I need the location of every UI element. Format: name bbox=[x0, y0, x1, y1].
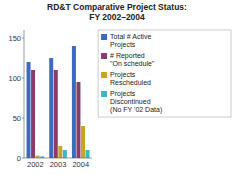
bar bbox=[49, 58, 53, 158]
bar bbox=[76, 82, 80, 158]
legend-frame bbox=[98, 30, 231, 117]
legend-label-line: (No FY '02 Data) bbox=[110, 106, 162, 114]
x-tick-label: 2003 bbox=[50, 160, 67, 169]
title-line: FY 2002–2004 bbox=[89, 12, 145, 22]
bar bbox=[81, 126, 85, 158]
x-axis-line bbox=[24, 158, 92, 159]
legend-label-line: # Reported bbox=[110, 52, 145, 60]
bar bbox=[86, 150, 90, 158]
legend-swatch bbox=[101, 34, 107, 40]
legend-label-line: "On schedule" bbox=[110, 60, 155, 67]
bar bbox=[27, 62, 31, 158]
y-tick-label: 50 bbox=[13, 114, 21, 123]
legend-label-line: Projects bbox=[110, 41, 136, 49]
y-axis: 0 50 100 150 bbox=[8, 34, 24, 163]
legend-label: ProjectsDiscontinued(No FY '02 Data) bbox=[110, 90, 162, 114]
title-line: RD&T Comparative Project Status: bbox=[47, 2, 187, 12]
bar bbox=[31, 70, 35, 158]
title: RD&T Comparative Project Status:FY 2002–… bbox=[47, 2, 187, 22]
bar bbox=[54, 70, 58, 158]
x-tick-label: 2002 bbox=[27, 160, 44, 169]
legend: Total # ActiveProjects# Reported"On sche… bbox=[98, 30, 231, 117]
x-axis: 2002 2003 2004 bbox=[27, 160, 89, 169]
legend-label-line: Projects bbox=[110, 71, 136, 79]
legend-swatch bbox=[101, 91, 107, 97]
x-tick-label: 2004 bbox=[72, 160, 89, 169]
legend-label-line: Projects bbox=[110, 90, 136, 98]
legend-swatch bbox=[101, 72, 107, 78]
y-tick-label: 150 bbox=[8, 34, 21, 43]
legend-label-line: Rescheduled bbox=[110, 79, 151, 86]
bar bbox=[72, 46, 76, 158]
bar bbox=[63, 150, 67, 158]
bar bbox=[36, 156, 40, 158]
legend-label-line: Discontinued bbox=[110, 98, 151, 105]
legend-swatch bbox=[101, 53, 107, 59]
y-tick-label: 100 bbox=[8, 74, 21, 83]
legend-label: ProjectsRescheduled bbox=[110, 71, 151, 86]
y-axis-line bbox=[24, 30, 25, 158]
chart: RD&T Comparative Project Status:FY 2002–… bbox=[0, 0, 234, 174]
bar bbox=[58, 146, 62, 158]
legend-label: Total # ActiveProjects bbox=[110, 33, 151, 49]
bars bbox=[27, 46, 90, 158]
y-tick-label: 0 bbox=[17, 154, 21, 163]
legend-label: # Reported"On schedule" bbox=[110, 52, 155, 67]
legend-label-line: Total # Active bbox=[110, 33, 151, 40]
